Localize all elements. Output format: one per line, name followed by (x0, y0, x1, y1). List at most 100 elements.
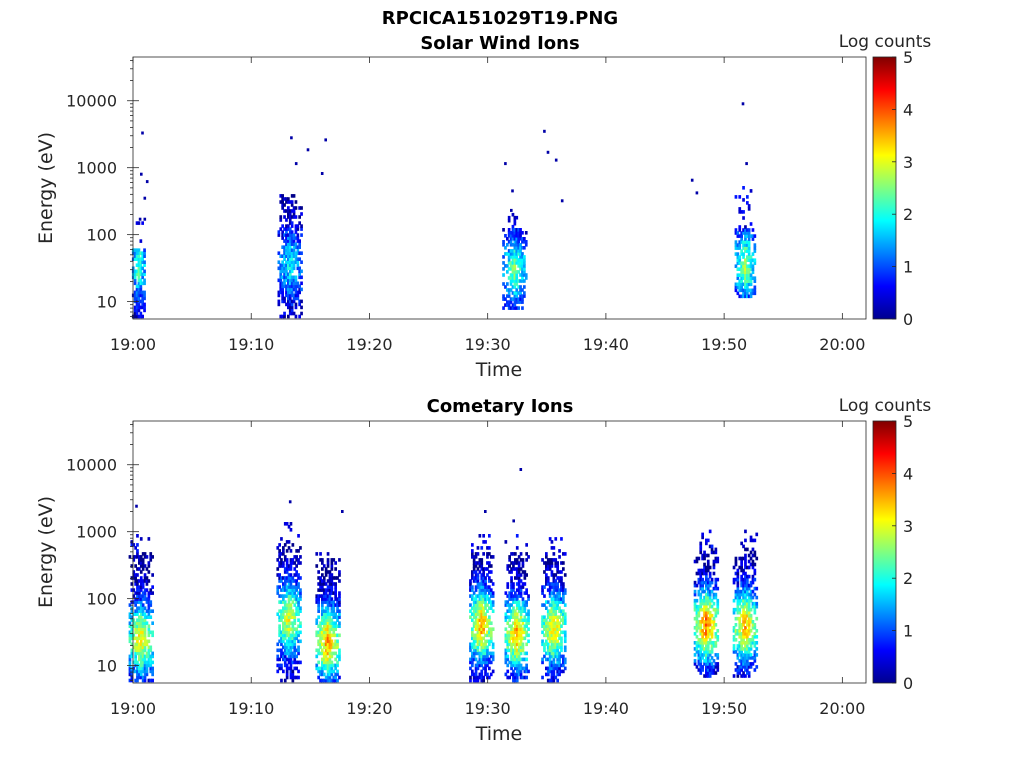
heatmap-cell (548, 648, 552, 653)
heatmap-cell (746, 574, 749, 579)
heatmap-cell (338, 579, 341, 583)
heatmap-cell (714, 607, 718, 612)
heatmap-cell (281, 224, 284, 228)
heatmap-cell (474, 624, 478, 628)
heatmap-cell (128, 630, 132, 635)
heatmap-cell (703, 610, 706, 615)
heatmap-cell (515, 576, 519, 580)
heatmap-cell (290, 269, 294, 274)
heatmap-cell (319, 630, 322, 635)
heatmap-cell (285, 236, 288, 240)
heatmap-cell (332, 615, 336, 619)
heatmap-cell (519, 255, 522, 259)
heatmap-cell (705, 632, 708, 636)
heatmap-cell (288, 218, 292, 222)
heatmap-cell (478, 558, 482, 562)
heatmap-cell (290, 248, 294, 252)
heatmap-cell (287, 627, 291, 631)
heatmap-cell (332, 633, 336, 638)
heatmap-cell (507, 231, 511, 235)
heatmap-cell (338, 675, 341, 680)
heatmap-cell (472, 600, 476, 604)
heatmap-cell (324, 651, 328, 656)
heatmap-cell (480, 636, 484, 641)
heatmap-cell (471, 585, 474, 589)
heatmap-cell (523, 603, 527, 607)
heatmap-cell (147, 597, 151, 601)
heatmap-cell (138, 669, 141, 674)
heatmap-cell (137, 251, 141, 255)
heatmap-cell (517, 654, 521, 659)
heatmap-cell (130, 624, 134, 628)
heatmap-cell (514, 657, 517, 662)
heatmap-cell (328, 615, 332, 619)
heatmap-cell (130, 564, 134, 568)
heatmap-cell (519, 234, 522, 238)
heatmap-cell (135, 296, 139, 301)
heatmap-cell (143, 576, 147, 580)
heatmap-cell (563, 588, 567, 592)
x-tick-label: 20:00 (819, 699, 865, 718)
heatmap-cell (130, 627, 134, 631)
heatmap-cell (693, 653, 697, 657)
heatmap-cell (543, 561, 546, 565)
heatmap-cell (295, 654, 298, 659)
heatmap-cell (519, 258, 522, 262)
heatmap-cell (556, 666, 559, 671)
heatmap-cell (742, 632, 745, 636)
heatmap-cell (282, 609, 285, 613)
heatmap-cell (478, 618, 482, 622)
heatmap-cell (749, 258, 753, 262)
heatmap-cell (128, 621, 132, 625)
heatmap-cell (543, 642, 546, 647)
heatmap-cell (297, 585, 300, 589)
heatmap-cell (491, 654, 495, 659)
heatmap-cell (755, 629, 759, 633)
heatmap-cell (287, 567, 291, 571)
heatmap-cell (480, 618, 484, 622)
heatmap-cell (747, 662, 751, 666)
heatmap-cell (732, 626, 736, 630)
heatmap-cell (519, 672, 523, 677)
heatmap-cell (474, 666, 478, 671)
heatmap-cell (705, 635, 708, 639)
heatmap-cell (285, 564, 289, 568)
heatmap-cell (519, 666, 523, 671)
heatmap-cell (742, 243, 745, 247)
heatmap-cell (315, 654, 319, 659)
heatmap-cell (703, 580, 706, 585)
heatmap-cell (742, 544, 745, 549)
heatmap-cell (548, 627, 552, 631)
heatmap-cell (558, 636, 561, 641)
heatmap-cell (288, 233, 292, 237)
heatmap-cell (550, 597, 554, 601)
heatmap-cell (541, 639, 544, 644)
heatmap-cell (330, 606, 334, 610)
heatmap-cell (289, 606, 293, 610)
heatmap-cell (740, 653, 743, 657)
heatmap-cell (504, 252, 507, 256)
heatmap-cell (747, 623, 751, 627)
heatmap-cell (550, 609, 554, 613)
heatmap-cell (558, 651, 561, 656)
heatmap-cell (693, 601, 697, 606)
heatmap-cell (471, 570, 474, 574)
heatmap-cell (541, 642, 544, 647)
heatmap-cell (280, 558, 283, 562)
heatmap-cell (338, 648, 341, 653)
heatmap-cell (556, 600, 559, 604)
heatmap-cell (321, 651, 324, 656)
heatmap-cell (133, 290, 137, 295)
heatmap-cell (753, 604, 757, 609)
heatmap-cell (504, 603, 508, 607)
heatmap-cell (563, 618, 567, 622)
heatmap-cell (705, 595, 708, 600)
heatmap-cell (740, 626, 743, 630)
heatmap-cell (334, 621, 337, 625)
heatmap-cell (708, 574, 712, 579)
heatmap-cell (744, 529, 747, 534)
heatmap-cell (338, 597, 341, 601)
heatmap-cell (324, 639, 328, 644)
heatmap-cell (138, 663, 141, 668)
heatmap-cell (560, 597, 563, 601)
